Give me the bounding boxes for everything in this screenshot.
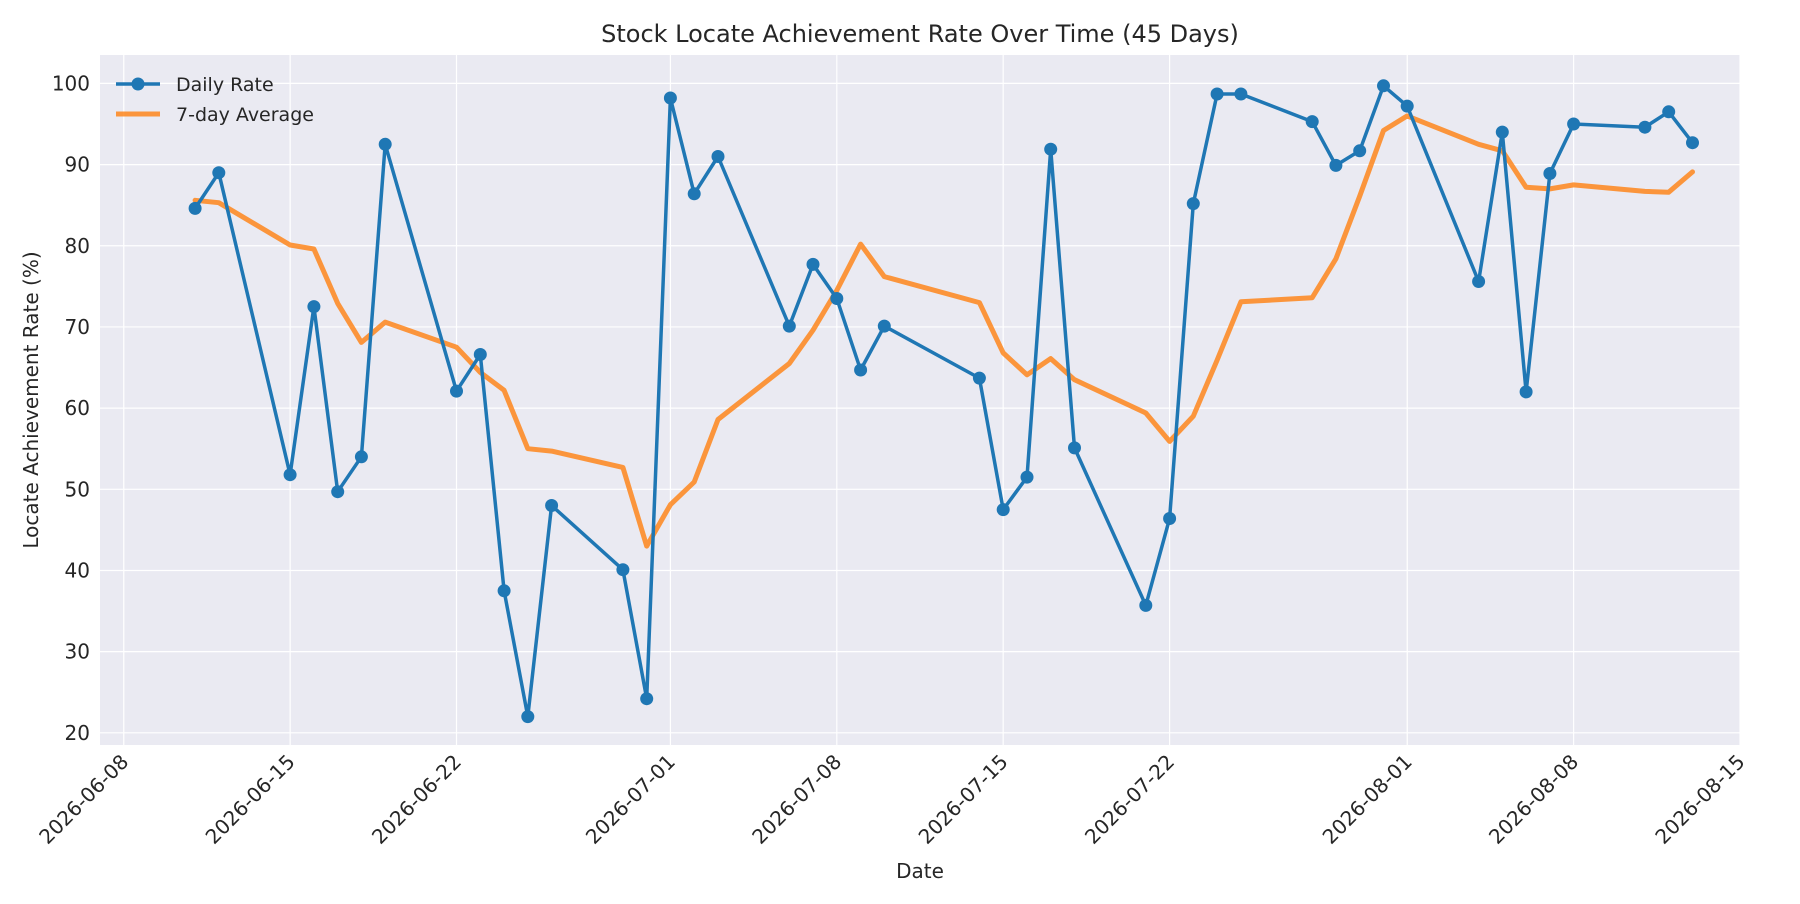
data-point-daily-rate [1210,87,1224,101]
data-point-daily-rate [1662,105,1676,119]
data-point-daily-rate [616,563,630,577]
data-point-daily-rate [972,371,986,385]
data-point-daily-rate [1305,115,1319,129]
data-point-daily-rate [188,201,202,215]
data-point-daily-rate [1163,512,1177,525]
data-point-daily-rate [1186,197,1200,211]
y-tick-label: 90 [65,153,90,177]
data-point-daily-rate [806,257,820,271]
y-tick-label: 40 [65,558,90,582]
data-point-daily-rate [473,348,487,361]
y-tick-label: 70 [65,315,90,339]
data-point-daily-rate [212,166,226,180]
legend-label-daily-rate: Daily Rate [176,74,274,96]
data-point-daily-rate [996,503,1010,517]
data-point-daily-rate [1686,136,1699,150]
grid [100,55,1741,745]
legend: Daily Rate 7-day Average [116,74,314,126]
y-tick-label: 20 [65,721,90,745]
data-point-daily-rate [497,584,511,598]
data-point-daily-rate [1020,470,1034,484]
data-point-daily-rate [1567,117,1581,131]
data-point-daily-rate [1495,125,1509,139]
data-point-daily-rate [521,710,535,724]
data-point-daily-rate [283,468,297,482]
data-point-daily-rate [354,450,368,464]
data-point-daily-rate [331,485,345,499]
data-point-daily-rate [450,384,463,398]
series-line-7-day-average [192,113,1695,549]
y-tick-label: 60 [65,396,90,420]
data-point-daily-rate [378,137,392,151]
data-point-daily-rate [1329,158,1343,172]
plot-area [100,55,1740,745]
data-point-daily-rate [877,319,891,333]
x-axis-label: Date [896,859,944,883]
data-point-daily-rate [1044,142,1058,156]
data-point-daily-rate [854,363,868,377]
y-tick-label: 100 [52,71,90,95]
y-tick-label: 30 [65,640,90,664]
data-point-daily-rate [1519,385,1533,399]
legend-label-7-day-average: 7-day Average [176,104,314,126]
data-point-daily-rate [1543,167,1557,180]
data-point-daily-rate [830,292,844,305]
data-point-daily-rate [307,300,321,314]
y-axis-label: Locate Achievement Rate (%) [19,251,43,548]
series-layer [188,79,1699,724]
data-point-daily-rate [1353,144,1367,158]
data-point-daily-rate [545,499,559,512]
data-point-daily-rate [782,319,796,333]
legend-marker-daily-rate [131,77,145,91]
data-point-daily-rate [663,91,677,105]
y-tick-label: 50 [65,477,90,501]
data-point-daily-rate [1068,441,1081,455]
data-point-daily-rate [1377,79,1390,93]
data-point-daily-rate [711,150,725,163]
data-point-daily-rate [1234,87,1248,101]
data-point-daily-rate [687,187,701,201]
data-point-daily-rate [640,692,654,706]
chart-title: Stock Locate Achievement Rate Over Time … [601,20,1239,48]
y-tick-label: 80 [65,234,90,258]
data-point-daily-rate [1400,99,1414,113]
data-point-daily-rate [1139,598,1153,612]
data-point-daily-rate [1472,275,1486,288]
data-point-daily-rate [1638,120,1652,134]
